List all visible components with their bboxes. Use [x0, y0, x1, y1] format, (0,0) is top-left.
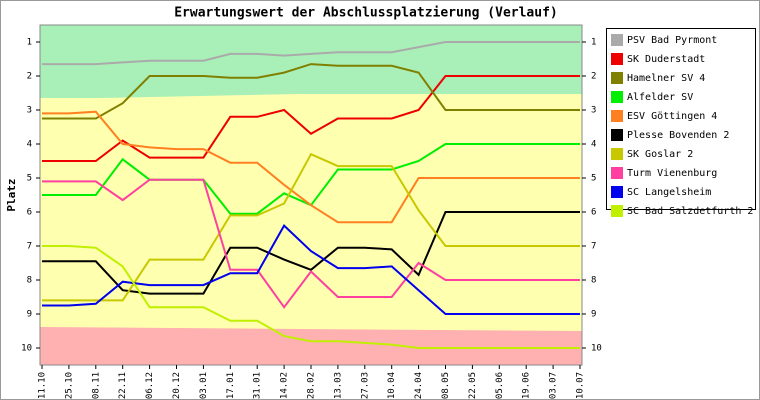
y-tick-label: 7 — [27, 242, 32, 252]
series-line — [42, 110, 580, 224]
y-tick-label-right: 10 — [591, 344, 602, 354]
x-tick-label: 22.11 — [118, 372, 128, 399]
y-tick-label-right: 8 — [591, 276, 596, 286]
x-tick-label: 14.02 — [280, 372, 290, 399]
series-line — [42, 75, 580, 162]
y-tick-label-right: 7 — [591, 242, 596, 252]
legend-label: SC Langelsheim — [627, 187, 711, 198]
x-tick-label: 08.05 — [441, 372, 451, 399]
y-tick-label-right: 6 — [591, 208, 596, 218]
y-tick-label: 3 — [27, 106, 32, 116]
series-line — [42, 223, 580, 315]
y-tick-label-right: 3 — [591, 106, 596, 116]
y-tick-label: 4 — [27, 140, 32, 150]
x-tick-label: 03.01 — [199, 372, 209, 399]
x-tick-label: 27.03 — [360, 372, 370, 399]
y-tick-label: 5 — [27, 174, 32, 184]
y-tick-label-right: 9 — [591, 310, 596, 320]
x-tick-label: 03.07 — [549, 372, 559, 399]
y-tick-label-right: 1 — [591, 38, 596, 48]
legend — [606, 28, 756, 210]
legend-swatch — [611, 186, 623, 198]
y-tick-label: 2 — [27, 72, 32, 82]
legend-label: Alfelder SV — [627, 92, 693, 103]
legend-label: PSV Bad Pyrmont — [627, 35, 717, 46]
legend-swatch — [611, 72, 623, 84]
series-line — [42, 245, 580, 349]
legend-swatch — [611, 205, 623, 217]
legend-swatch — [611, 110, 623, 122]
legend-label: Turm Vienenburg — [627, 168, 717, 179]
legend-label: Hamelner SV 4 — [627, 73, 705, 84]
series-line — [42, 178, 580, 309]
chart-title: Erwartungswert der Abschlussplatzierung … — [174, 6, 558, 21]
series-line — [42, 63, 580, 120]
y-tick-label-right: 4 — [591, 140, 596, 150]
x-tick-label: 10.04 — [387, 372, 397, 399]
legend-label: ESV Göttingen 4 — [627, 111, 717, 122]
series-line — [42, 211, 580, 295]
band-top — [40, 25, 582, 98]
series-line — [42, 152, 580, 302]
x-tick-label: 08.11 — [91, 372, 101, 399]
x-tick-label: 28.02 — [307, 372, 317, 399]
x-tick-label: 22.05 — [468, 372, 478, 399]
y-tick-label: 1 — [27, 38, 32, 48]
legend-swatch — [611, 53, 623, 65]
x-tick-label: 24.04 — [414, 372, 424, 399]
x-tick-label: 17.01 — [226, 372, 236, 399]
legend-swatch — [611, 34, 623, 46]
y-tick-label: 9 — [27, 310, 32, 320]
y-tick-label: 10 — [21, 344, 32, 354]
y-tick-label: 8 — [27, 276, 32, 286]
x-tick-label: 20.12 — [172, 372, 182, 399]
x-tick-label: 19.06 — [522, 372, 532, 399]
band-bottom — [40, 327, 582, 365]
legend-swatch — [611, 167, 623, 179]
x-tick-label: 05.06 — [495, 372, 505, 399]
x-tick-label: 13.03 — [333, 372, 343, 399]
legend-label: Plesse Bovenden 2 — [627, 130, 729, 141]
y-tick-label-right: 2 — [591, 72, 596, 82]
x-tick-label: 10.07 — [576, 372, 586, 399]
x-tick-label: 06.12 — [145, 372, 155, 399]
y-axis-label: Platz — [5, 178, 18, 211]
y-tick-label: 6 — [27, 208, 32, 218]
legend-label: SC Bad Salzdetfurth 2 — [627, 206, 753, 217]
x-tick-label: 25.10 — [64, 372, 74, 399]
x-tick-label: 31.01 — [253, 372, 263, 399]
legend-swatch — [611, 148, 623, 160]
y-tick-label-right: 5 — [591, 174, 596, 184]
series-line — [42, 41, 580, 66]
legend-label: SK Duderstadt — [627, 54, 705, 65]
legend-label: SK Goslar 2 — [627, 149, 693, 160]
legend-swatch — [611, 91, 623, 103]
x-tick-label: 11.10 — [38, 372, 48, 399]
legend-swatch — [611, 129, 623, 141]
